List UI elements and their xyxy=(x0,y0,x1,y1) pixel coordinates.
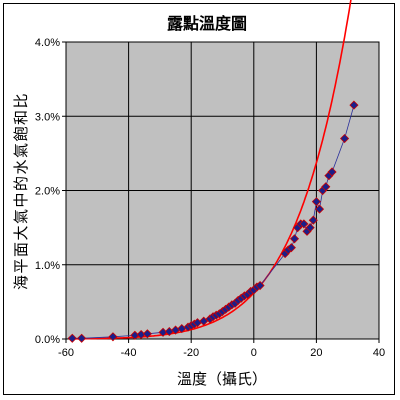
x-tick-label: 0 xyxy=(251,347,257,359)
y-tick-label: 0.0% xyxy=(35,334,60,346)
data-point-marker xyxy=(299,219,309,229)
data-point-marker xyxy=(311,197,321,207)
data-point-marker xyxy=(340,133,350,144)
saturation-curve xyxy=(72,0,352,340)
y-tick-label: 3.0% xyxy=(35,111,60,123)
y-tick-label: 4.0% xyxy=(35,37,60,49)
chart-title: 露點溫度圖 xyxy=(167,14,247,33)
x-tick-label: -20 xyxy=(183,347,199,359)
data-point-marker xyxy=(255,280,265,291)
x-tick-label: 40 xyxy=(373,347,385,359)
data-point-marker xyxy=(142,329,152,339)
y-tick-label: 2.0% xyxy=(35,186,60,198)
x-tick-label: 20 xyxy=(310,347,322,359)
data-point-marker xyxy=(289,234,300,244)
data-point-marker xyxy=(308,215,318,225)
data-point-marker xyxy=(314,204,325,214)
y-axis-label: 海平面大氣中的水氣飽和比 xyxy=(12,92,30,290)
tick-labels: -60 -40 -20 0 20 40 0.0% 1.0% 2.0% 3.0% 4.0% xyxy=(35,37,385,359)
data-point-marker xyxy=(77,333,87,343)
data-points xyxy=(67,100,359,343)
data-point-marker xyxy=(305,223,315,233)
x-axis-label: 溫度（攝氏） xyxy=(177,370,267,388)
data-point-marker xyxy=(349,100,359,110)
y-tick-label: 1.0% xyxy=(35,260,60,272)
data-point-marker xyxy=(67,333,77,343)
data-point-marker xyxy=(286,243,296,253)
data-point-marker xyxy=(321,182,331,192)
data-point-marker xyxy=(108,332,118,342)
x-tick-label: -60 xyxy=(58,347,74,359)
data-point-marker xyxy=(327,167,337,177)
gridlines xyxy=(62,41,380,343)
x-tick-label: -40 xyxy=(121,347,137,359)
